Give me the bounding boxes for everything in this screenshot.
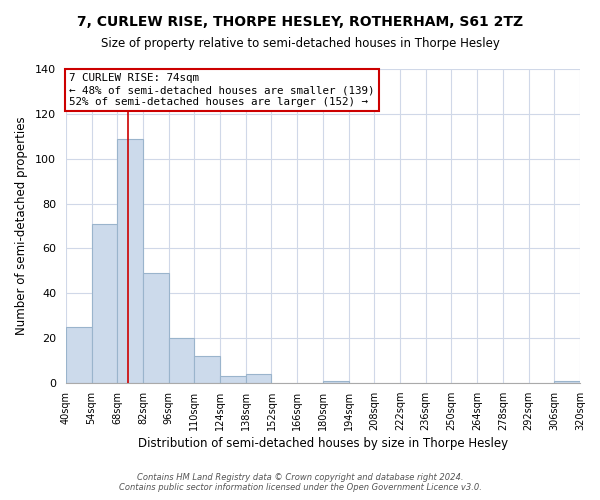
Text: Size of property relative to semi-detached houses in Thorpe Hesley: Size of property relative to semi-detach… [101,38,499,51]
Bar [220,376,246,383]
Bar [66,327,92,383]
Bar [323,380,349,383]
Bar [117,138,143,383]
Bar [143,273,169,383]
Bar [554,380,580,383]
Bar [194,356,220,383]
Bar [246,374,271,383]
Bar [169,338,194,383]
Y-axis label: Number of semi-detached properties: Number of semi-detached properties [15,116,28,336]
Bar [92,224,117,383]
X-axis label: Distribution of semi-detached houses by size in Thorpe Hesley: Distribution of semi-detached houses by … [138,437,508,450]
Text: 7, CURLEW RISE, THORPE HESLEY, ROTHERHAM, S61 2TZ: 7, CURLEW RISE, THORPE HESLEY, ROTHERHAM… [77,15,523,29]
Text: Contains HM Land Registry data © Crown copyright and database right 2024.
Contai: Contains HM Land Registry data © Crown c… [119,472,481,492]
Text: 7 CURLEW RISE: 74sqm
← 48% of semi-detached houses are smaller (139)
52% of semi: 7 CURLEW RISE: 74sqm ← 48% of semi-detac… [70,74,375,106]
